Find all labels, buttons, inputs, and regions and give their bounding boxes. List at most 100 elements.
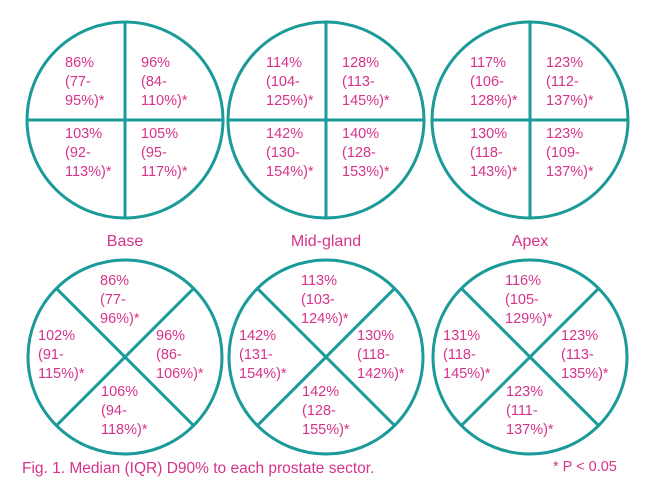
- sector-line: 145%)*: [342, 93, 390, 109]
- sector-line: 113%)*: [65, 164, 112, 180]
- sector-line: (130-: [266, 145, 300, 161]
- sector-line: 106%)*: [156, 366, 204, 382]
- sector-line: (95-: [141, 145, 167, 161]
- sector-line: 137%)*: [546, 164, 594, 180]
- sector-line: 123%: [561, 328, 598, 344]
- sector-value-top-left: 117% (106- 128%)*: [470, 55, 518, 109]
- sector-line: 154%)*: [266, 164, 314, 180]
- sector-line: 86%: [100, 273, 129, 289]
- region-label: Base: [107, 233, 144, 250]
- divider-diagonal-b: [256, 287, 396, 427]
- sector-line: 130%: [470, 126, 507, 142]
- sector-line: 142%: [266, 126, 303, 142]
- sector-line: (128-: [342, 145, 376, 161]
- sector-line: (92-: [65, 145, 91, 161]
- sector-line: 103%: [65, 126, 102, 142]
- sector-value-top-right: 123% (112- 137%)*: [546, 55, 594, 109]
- sector-line: (118-: [470, 145, 503, 161]
- sector-line: 96%)*: [100, 311, 140, 327]
- sector-line: 118%)*: [101, 422, 148, 438]
- sector-line: 105%: [141, 126, 178, 142]
- sector-line: 153%)*: [342, 164, 390, 180]
- sector-line: 129%)*: [505, 311, 553, 327]
- sector-line: 145%)*: [443, 366, 491, 382]
- sector-line: (111-: [506, 403, 538, 419]
- sector-line: 135%)*: [561, 366, 609, 382]
- sector-line: 131%: [443, 328, 480, 344]
- divider-diagonal-b: [460, 287, 600, 427]
- circle-diagram-base-bottom: 86% (77-96%)*96% (86-106%)*106% (94-118%)*1…: [26, 258, 224, 456]
- sector-value-top: 113% (103- 124%)*: [301, 273, 349, 327]
- significance-note: * P < 0.05: [553, 459, 617, 475]
- sector-line: (118-: [443, 347, 476, 363]
- sector-value-right: 130% (118- 142%)*: [357, 328, 405, 382]
- circles-layer: 86% (77-95%)*96% (84-110%)*103% (92-113%)*1…: [25, 20, 630, 456]
- sector-value-top-left: 86% (77- 95%)*: [65, 55, 105, 109]
- circle-diagram-midgland-bottom: 113% (103-124%)*130% (118-142%)*142% (128-1…: [227, 258, 425, 456]
- sector-value-bottom-right: 140% (128- 153%)*: [342, 126, 390, 180]
- sector-line: 96%: [156, 328, 185, 344]
- sector-line: 114%: [266, 55, 302, 71]
- sector-line: 113%: [301, 273, 337, 289]
- sector-line: (86-: [156, 347, 182, 363]
- region-label: Mid-gland: [291, 233, 361, 250]
- sector-value-bottom: 106% (94- 118%)*: [101, 384, 148, 438]
- sector-line: 123%: [546, 126, 583, 142]
- region-label: Apex: [512, 233, 548, 250]
- sector-line: (112-: [546, 74, 579, 90]
- sector-line: 128%)*: [470, 93, 518, 109]
- sector-value-left: 142% (131- 154%)*: [239, 328, 287, 382]
- circle-diagram-apex-top: 117% (106-128%)* 123% (112- 137%)* 130% (118- 1…: [430, 20, 630, 250]
- sector-line: (103-: [301, 292, 335, 308]
- circle-diagram-base-top: 86% (77-95%)*96% (84-110%)*103% (92-113%)*1…: [25, 20, 225, 250]
- sector-value-bottom-right: 123% (109- 137%)*: [546, 126, 594, 180]
- circle-outline: [26, 258, 224, 456]
- sector-line: (91-: [38, 347, 64, 363]
- sector-value-bottom-right: 105% (95- 117%)*: [141, 126, 188, 180]
- sector-value-left: 102% (91- 115%)*: [38, 328, 85, 382]
- sector-line: 142%: [302, 384, 339, 400]
- sector-line: 142%: [239, 328, 276, 344]
- sector-line: (77-: [100, 292, 126, 308]
- sector-value-bottom: 142% (128- 155%)*: [302, 384, 350, 438]
- sector-line: (105-: [505, 292, 539, 308]
- sector-line: 155%)*: [302, 422, 350, 438]
- sector-line: 128%: [342, 55, 379, 71]
- sector-value-right: 123% (113- 135%)*: [561, 328, 609, 382]
- figure-caption: Fig. 1. Median (IQR) D90% to each prosta…: [22, 460, 374, 477]
- sector-value-top-right: 128% (113- 145%)*: [342, 55, 390, 109]
- sector-line: 115%)*: [38, 366, 85, 382]
- sector-line: (104-: [266, 74, 300, 90]
- sector-line: 137%)*: [506, 422, 554, 438]
- sector-line: (131-: [239, 347, 273, 363]
- sector-value-bottom-left: 130% (118- 143%)*: [470, 126, 518, 180]
- sector-line: (109-: [546, 145, 580, 161]
- sector-value-right: 96% (86- 106%)*: [156, 328, 204, 382]
- sector-value-bottom-left: 142% (130- 154%)*: [266, 126, 314, 180]
- sector-line: 95%)*: [65, 93, 105, 109]
- sector-line: 137%)*: [546, 93, 594, 109]
- sector-line: 142%)*: [357, 366, 405, 382]
- sector-line: (118-: [357, 347, 390, 363]
- circle-outline: [431, 258, 629, 456]
- sector-value-bottom: 123% (111- 137%)*: [506, 384, 554, 438]
- circle-outline: [227, 258, 425, 456]
- sector-line: 86%: [65, 55, 94, 71]
- sector-value-top: 86% (77- 96%)*: [100, 273, 140, 327]
- sector-line: 125%)*: [266, 93, 314, 109]
- sector-line: 96%: [141, 55, 170, 71]
- sector-line: 123%: [546, 55, 583, 71]
- sector-line: 117%)*: [141, 164, 188, 180]
- sector-value-left: 131% (118- 145%)*: [443, 328, 491, 382]
- sector-line: 154%)*: [239, 366, 287, 382]
- sector-line: 130%: [357, 328, 394, 344]
- sector-line: 106%: [101, 384, 138, 400]
- sector-value-top-left: 114% (104- 125%)*: [266, 55, 314, 109]
- sector-line: (113-: [561, 347, 594, 363]
- sector-line: 124%)*: [301, 311, 349, 327]
- circle-diagram-midgland-top: 114% (104-125%)*128% (113-145%)*142% (130-1…: [226, 20, 426, 250]
- sector-line: (77-: [65, 74, 91, 90]
- sector-line: 116%: [505, 273, 541, 289]
- sector-line: (128-: [302, 403, 336, 419]
